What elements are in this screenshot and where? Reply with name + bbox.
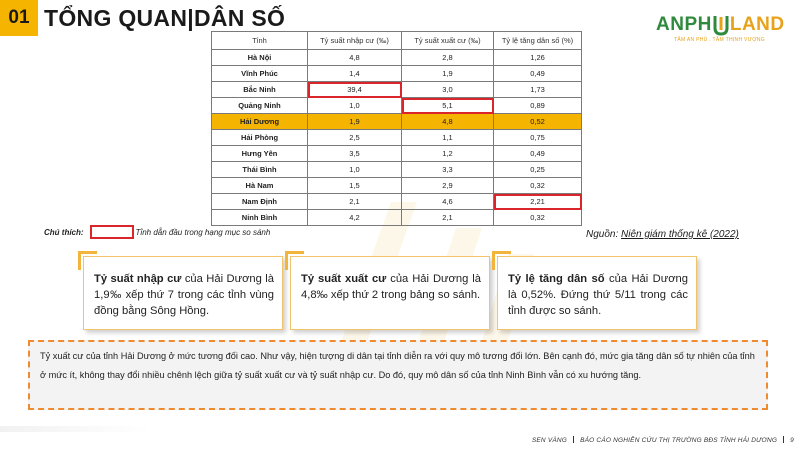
info-card-growth: Tỷ lệ tăng dân số của Hải Dương là 0,52%…	[492, 251, 697, 330]
card-heading: Tỷ lệ tăng dân số	[508, 273, 605, 285]
cell-immigration: 2,1	[307, 193, 402, 210]
cell-growth: 0,32	[493, 177, 582, 194]
col-header-immigration: Tỷ suất nhập cư (‰)	[307, 31, 402, 50]
cell-emigration: 4,8	[401, 113, 494, 130]
page-number: 9	[790, 437, 794, 444]
cell-emigration: 1,1	[401, 129, 494, 146]
cell-growth: 0,25	[493, 161, 582, 178]
table-row: Nam Định 2,1 4,6 2,21	[211, 193, 582, 210]
footer-band	[0, 426, 150, 432]
source-link[interactable]: Niên giám thống kê (2022)	[621, 229, 739, 240]
cell-province: Hưng Yên	[211, 145, 308, 162]
cell-growth: 1,73	[493, 81, 582, 98]
col-header-emigration: Tỷ suất xuất cư (‰)	[401, 31, 494, 50]
cell-immigration: 1,5	[307, 177, 402, 194]
cell-province: Hải Phòng	[211, 129, 308, 146]
cell-province: Hà Nội	[211, 49, 308, 66]
info-card-immigration: Tỷ suất nhập cư của Hải Dương là 1,9‰ xế…	[78, 251, 283, 330]
col-header-growth: Tỷ lệ tăng dân số (%)	[493, 31, 582, 50]
summary-box: Tỷ xuất cư của tỉnh Hải Dương ở mức tươn…	[28, 340, 768, 410]
logo-text-part2: LAND	[729, 14, 785, 35]
logo-tagline: TÂM AN PHÚ . TẦM THỊNH VƯỢNG	[674, 37, 765, 43]
table-row: Quảng Ninh 1,0 5,1 0,89	[211, 97, 582, 114]
cell-province: Hải Dương	[211, 113, 308, 130]
table-row: Hà Nội 4,8 2,8 1,26	[211, 49, 582, 66]
cell-immigration: 4,8	[307, 49, 402, 66]
cell-emigration: 2,8	[401, 49, 494, 66]
table-row: Hà Nam 1,5 2,9 0,32	[211, 177, 582, 194]
cell-emigration: 1,2	[401, 145, 494, 162]
cell-immigration: 1,0	[307, 161, 402, 178]
footer-report: BÁO CÁO NGHIÊN CỨU THỊ TRƯỜNG BĐS TỈNH H…	[580, 437, 778, 444]
cell-province: Bắc Ninh	[211, 81, 308, 98]
table-header-row: Tỉnh Tỷ suất nhập cư (‰) Tỷ suất xuất cư…	[211, 31, 582, 50]
cell-immigration: 2,5	[307, 129, 402, 146]
cell-emigration: 1,9	[401, 65, 494, 82]
page-title: TỔNG QUAN|DÂN SỐ	[44, 5, 286, 31]
page-footer: SEN VÀNG BÁO CÁO NGHIÊN CỨU THỊ TRƯỜNG B…	[532, 436, 794, 444]
cell-immigration: 4,2	[307, 209, 402, 226]
cell-emigration: 2,1	[401, 209, 494, 226]
population-table: Tỉnh Tỷ suất nhập cư (‰) Tỷ suất xuất cư…	[211, 31, 582, 226]
cell-emigration: 4,6	[401, 193, 494, 210]
cell-immigration-leader: 39,4	[307, 81, 402, 98]
cell-immigration: 1,0	[307, 97, 402, 114]
footer-separator	[783, 436, 785, 443]
table-row: Thái Bình 1,0 3,3 0,25	[211, 161, 582, 178]
table-row: Hưng Yên 3,5 1,2 0,49	[211, 145, 582, 162]
table-row-highlighted: Hải Dương 1,9 4,8 0,52	[211, 113, 582, 130]
cell-immigration: 1,9	[307, 113, 402, 130]
cell-emigration-leader: 5,1	[401, 97, 494, 114]
cell-growth: 0,75	[493, 129, 582, 146]
cell-growth: 0,52	[493, 113, 582, 130]
cell-province: Thái Bình	[211, 161, 308, 178]
cell-growth: 0,49	[493, 65, 582, 82]
logo-text-part1: ANPH	[656, 14, 712, 35]
table-row: Ninh Bình 4,2 2,1 0,32	[211, 209, 582, 226]
brand-logo: ANPH LAND TÂM AN PHÚ . TẦM THỊNH VƯỢNG	[656, 14, 788, 50]
footer-separator	[573, 436, 575, 443]
legend-swatch	[89, 225, 134, 239]
cell-growth: 1,26	[493, 49, 582, 66]
cell-emigration: 3,0	[401, 81, 494, 98]
cell-immigration: 1,4	[307, 65, 402, 82]
table-legend: Chú thích: Tỉnh dẫn đầu trong hạng mục s…	[44, 225, 270, 239]
card-heading: Tỷ suất nhập cư	[94, 273, 182, 285]
section-number: 01	[0, 0, 38, 36]
cell-growth: 0,89	[493, 97, 582, 114]
source-label: Nguồn:	[586, 229, 619, 240]
card-text: của Hải Dương là 1,9‰ xếp thứ 7 trong cá…	[94, 273, 274, 317]
cell-growth: 0,49	[493, 145, 582, 162]
table-row: Hải Phòng 2,5 1,1 0,75	[211, 129, 582, 146]
cell-province: Vĩnh Phúc	[211, 65, 308, 82]
footer-brand: SEN VÀNG	[531, 437, 568, 444]
info-card-emigration: Tỷ suất xuất cư của Hải Dương là 4,8‰ xế…	[285, 251, 490, 330]
table-row: Vĩnh Phúc 1,4 1,9 0,49	[211, 65, 582, 82]
legend-text: Tỉnh dẫn đầu trong hạng mục so sánh	[135, 227, 271, 237]
table-row: Bắc Ninh 39,4 3,0 1,73	[211, 81, 582, 98]
source-note: Nguồn: Niên giám thống kê (2022)	[586, 229, 739, 240]
logo-u-icon	[713, 14, 729, 36]
card-text: của Hải Dương là 4,8‰ xếp thứ 2 trong bả…	[301, 273, 481, 301]
card-heading: Tỷ suất xuất cư	[301, 273, 387, 285]
cell-immigration: 3,5	[307, 145, 402, 162]
card-text: của Hải Dương là 0,52%. Đứng thứ 5/11 tr…	[508, 273, 688, 317]
cell-emigration: 2,9	[401, 177, 494, 194]
legend-label: Chú thích:	[44, 227, 84, 237]
cell-province: Quảng Ninh	[211, 97, 308, 114]
cell-province: Ninh Bình	[211, 209, 308, 226]
cell-province: Nam Định	[211, 193, 308, 210]
col-header-province: Tỉnh	[211, 31, 308, 50]
cell-growth: 0,32	[493, 209, 582, 226]
cell-province: Hà Nam	[211, 177, 308, 194]
cell-growth-leader: 2,21	[493, 193, 582, 210]
cell-emigration: 3,3	[401, 161, 494, 178]
